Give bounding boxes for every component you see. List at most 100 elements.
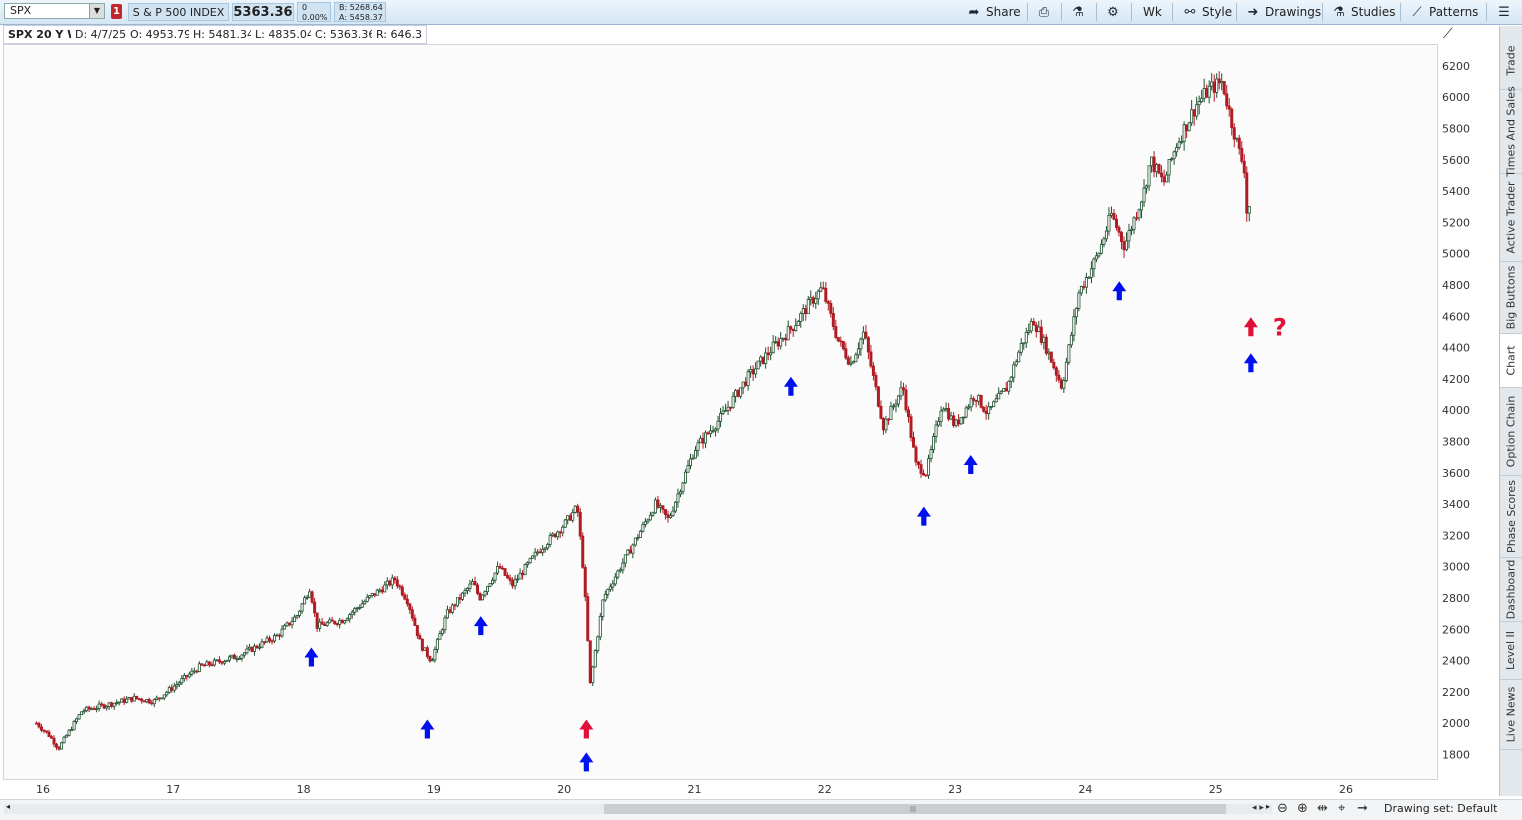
candle-body — [325, 622, 329, 626]
crosshair-icon[interactable]: ⌖ — [1338, 801, 1346, 816]
side-tab-trade[interactable]: Trade — [1500, 32, 1522, 90]
symbol-input[interactable]: SPX ▼ — [4, 3, 105, 19]
fit-icon[interactable]: ⇹ — [1317, 801, 1328, 816]
scrollbar-thumb[interactable]: ||| — [604, 804, 1226, 814]
thinkscript-lab-button[interactable]: ⚗ — [1070, 2, 1090, 22]
candle-body — [927, 458, 931, 476]
candle-body — [120, 698, 124, 703]
x-tick-label: 24 — [1078, 783, 1092, 796]
candle-body — [876, 386, 880, 407]
candle-body — [992, 401, 996, 407]
side-tab-times-and-sales[interactable]: Times And Sales — [1500, 86, 1522, 177]
candle-body — [558, 531, 562, 534]
candle-body — [526, 562, 530, 565]
candle-body — [1032, 321, 1036, 326]
candle-body — [891, 405, 895, 408]
candle-body — [633, 537, 637, 546]
candle-body — [1187, 122, 1191, 132]
candle-body — [1064, 361, 1068, 381]
patterns-label: Patterns — [1429, 5, 1479, 19]
aggregation-button[interactable]: Wk — [1143, 2, 1162, 22]
price-scale-icon[interactable]: ⟋ — [1443, 26, 1453, 42]
candle-body — [493, 572, 497, 581]
candle-body — [1150, 156, 1154, 167]
candle-body — [1029, 321, 1033, 332]
candle-body — [957, 419, 961, 425]
zoom-in-icon[interactable]: ⊕ — [1297, 801, 1308, 816]
zoom-out-icon[interactable]: ⊖ — [1277, 801, 1288, 816]
side-tab-chart[interactable]: Chart — [1500, 334, 1522, 388]
chevron-down-icon[interactable]: ▼ — [89, 4, 104, 18]
candle-body — [1130, 228, 1134, 231]
candle-body — [125, 698, 129, 703]
candle-body — [450, 604, 454, 613]
side-tab-level-ii[interactable]: Level II — [1500, 622, 1522, 680]
side-tab-live-news[interactable]: Live News — [1500, 680, 1522, 750]
candle-body — [731, 395, 735, 408]
drawings-button[interactable]: ➜ Drawings — [1245, 2, 1322, 22]
candle-body — [706, 432, 710, 435]
candle-body — [746, 371, 750, 386]
candle-body — [643, 521, 647, 525]
candle-body — [912, 437, 916, 448]
candle-body — [383, 584, 387, 593]
share-button[interactable]: ➦ Share — [966, 2, 1021, 22]
scroll-left-icon[interactable]: ◂ — [6, 802, 11, 811]
snapshot-button[interactable]: ⎙ — [1036, 2, 1056, 22]
drawing-set-label[interactable]: Drawing set: Default — [1384, 802, 1498, 815]
candle-body — [942, 408, 946, 412]
horizontal-scrollbar[interactable]: ◂ ||| ▸ — [4, 802, 1272, 814]
style-button[interactable]: ⚯ Style — [1182, 2, 1233, 22]
candle-body — [874, 375, 878, 388]
candle-body — [1230, 108, 1234, 129]
side-tab-active-trader[interactable]: Active Trader — [1500, 174, 1522, 262]
candle-body — [764, 352, 768, 364]
y-tick-label: 5000 — [1442, 248, 1470, 261]
candle-body — [909, 416, 913, 438]
candle-body — [1077, 292, 1081, 309]
candle-body — [984, 410, 988, 414]
candle-body — [671, 510, 675, 517]
info-open: O: 4953.79 — [126, 25, 197, 44]
candle-body — [1099, 243, 1103, 254]
candle-body — [453, 604, 457, 607]
candle-body — [438, 633, 442, 640]
candle-body — [904, 389, 908, 411]
menu-button[interactable]: ☰ — [1496, 2, 1516, 22]
side-tab-option-chain[interactable]: Option Chain — [1500, 388, 1522, 476]
candle-body — [1207, 85, 1211, 98]
studies-button[interactable]: ⚗ Studies — [1331, 2, 1395, 22]
candle-body — [225, 659, 229, 662]
scroll-to-end-icon[interactable]: ➞ — [1357, 801, 1368, 816]
side-tab-dashboard[interactable]: Dashboard — [1500, 558, 1522, 622]
candle-body — [1217, 78, 1221, 84]
step-buttons-icon[interactable]: ◂ ▸ — [1252, 803, 1264, 813]
patterns-button[interactable]: ⟋ Patterns — [1409, 2, 1478, 22]
side-tab-big-buttons[interactable]: Big Buttons — [1500, 262, 1522, 334]
candle-body — [237, 657, 241, 660]
candle-body — [506, 575, 510, 579]
x-tick-label: 25 — [1209, 783, 1223, 796]
candle-body — [952, 415, 956, 427]
price-chart: 1800 2000 2200 2400 2600 2800 3000 3200 3400 3600… — [34, 60, 1470, 796]
candle-body — [215, 659, 219, 662]
y-tick-label: 1800 — [1442, 749, 1470, 762]
side-tab-phase-scores[interactable]: Phase Scores — [1500, 476, 1522, 558]
candle-body — [947, 408, 951, 420]
candle-body — [611, 583, 615, 588]
candle-body — [180, 678, 184, 684]
candle-body — [85, 706, 89, 712]
blue-arrow-up-icon — [473, 616, 488, 636]
side-tabs: Trade Times And Sales Active Trader Big But… — [1499, 26, 1522, 796]
candle-body — [636, 537, 640, 539]
candle-body — [476, 584, 480, 594]
scroll-right-icon[interactable]: ▸ — [1265, 802, 1270, 811]
settings-button[interactable]: ⚙ — [1105, 2, 1125, 22]
candle-body — [739, 387, 743, 397]
candle-body — [488, 583, 492, 587]
candle-body — [1215, 78, 1219, 93]
candle-body — [185, 675, 189, 678]
candle-body — [423, 647, 427, 651]
candle-body — [922, 472, 926, 476]
symbol-link-badge[interactable]: 1 — [111, 4, 122, 19]
